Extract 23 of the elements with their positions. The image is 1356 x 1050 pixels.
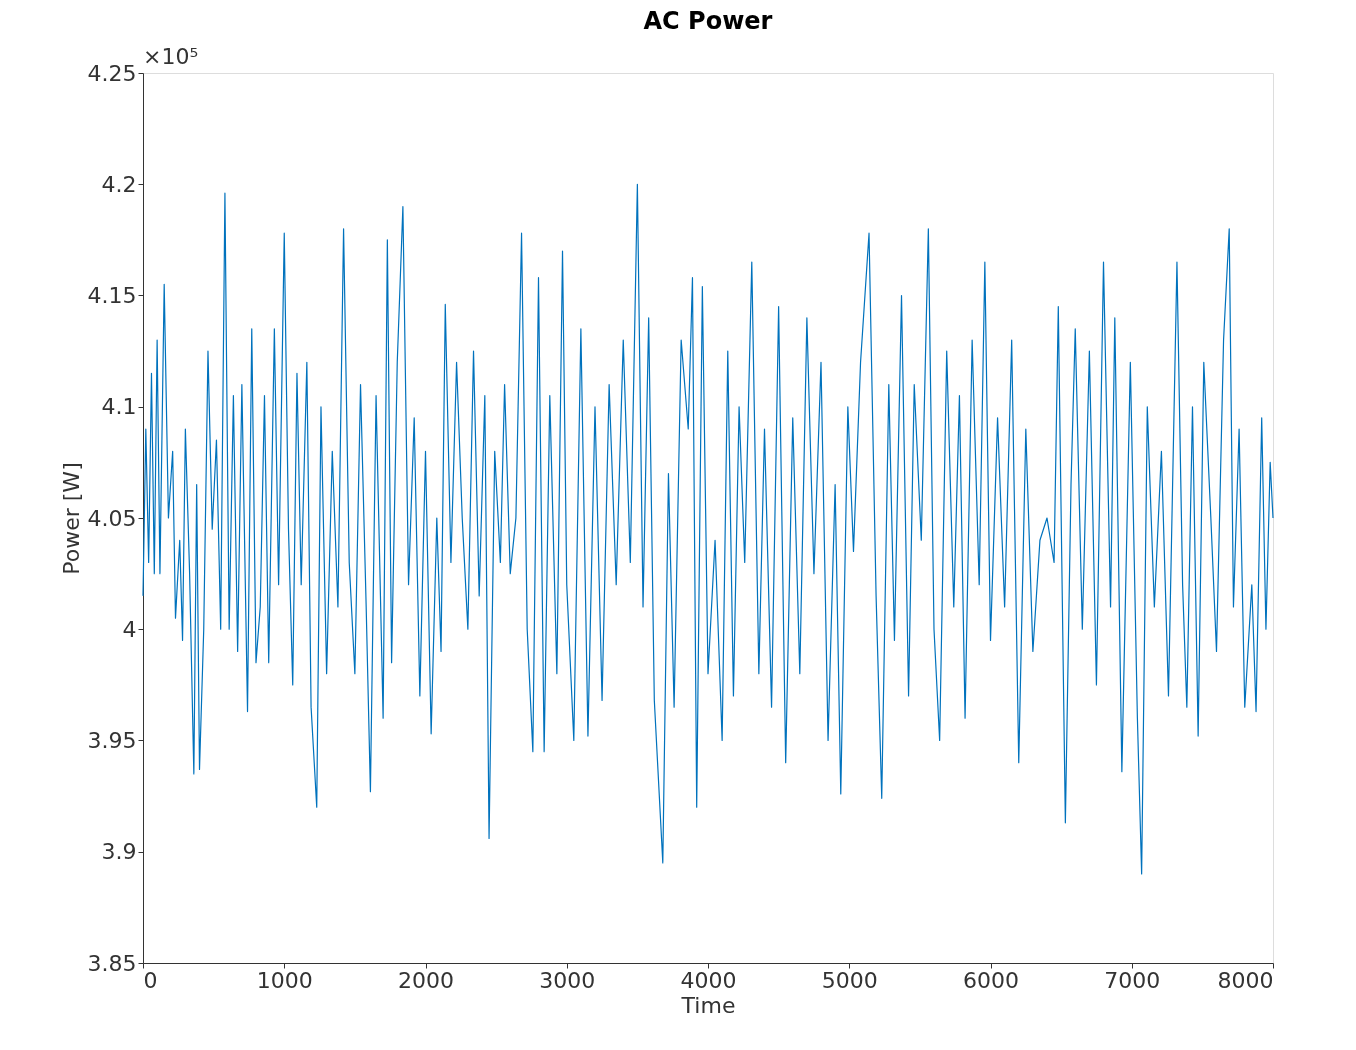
y-tick-label: 4 [122,616,137,642]
y-tick-label: 4.2 [101,171,137,197]
x-tick-label: 6000 [963,967,1019,993]
x-tick-label: 7000 [1104,967,1161,993]
y-tick-label: 3.85 [87,950,137,976]
y-tick-label: 4.25 [87,60,137,86]
x-tick-label: 8000 [1217,967,1274,993]
x-tick-label: 2000 [398,967,454,993]
x-tick-label: 5000 [821,967,878,993]
text: ×10⁵ [143,44,199,69]
x-tick-label: 4000 [680,967,737,993]
chart-title: AC Power [643,7,773,35]
line-series [142,183,1274,875]
x-tick-label: 3000 [539,967,596,993]
x-axis-title: Time [680,992,736,1018]
y-tick-label: 3.9 [101,839,137,865]
y-tick-label: 4.15 [87,283,137,308]
x-tick-label: 0 [143,967,158,993]
x-tick-label: 1000 [256,967,313,993]
y-tick-label: 4.1 [101,394,137,420]
y-tick-label: 4.05 [87,505,137,531]
y-tick-label: 3.95 [87,728,137,753]
y-axis-title: Power [W] [58,462,84,575]
